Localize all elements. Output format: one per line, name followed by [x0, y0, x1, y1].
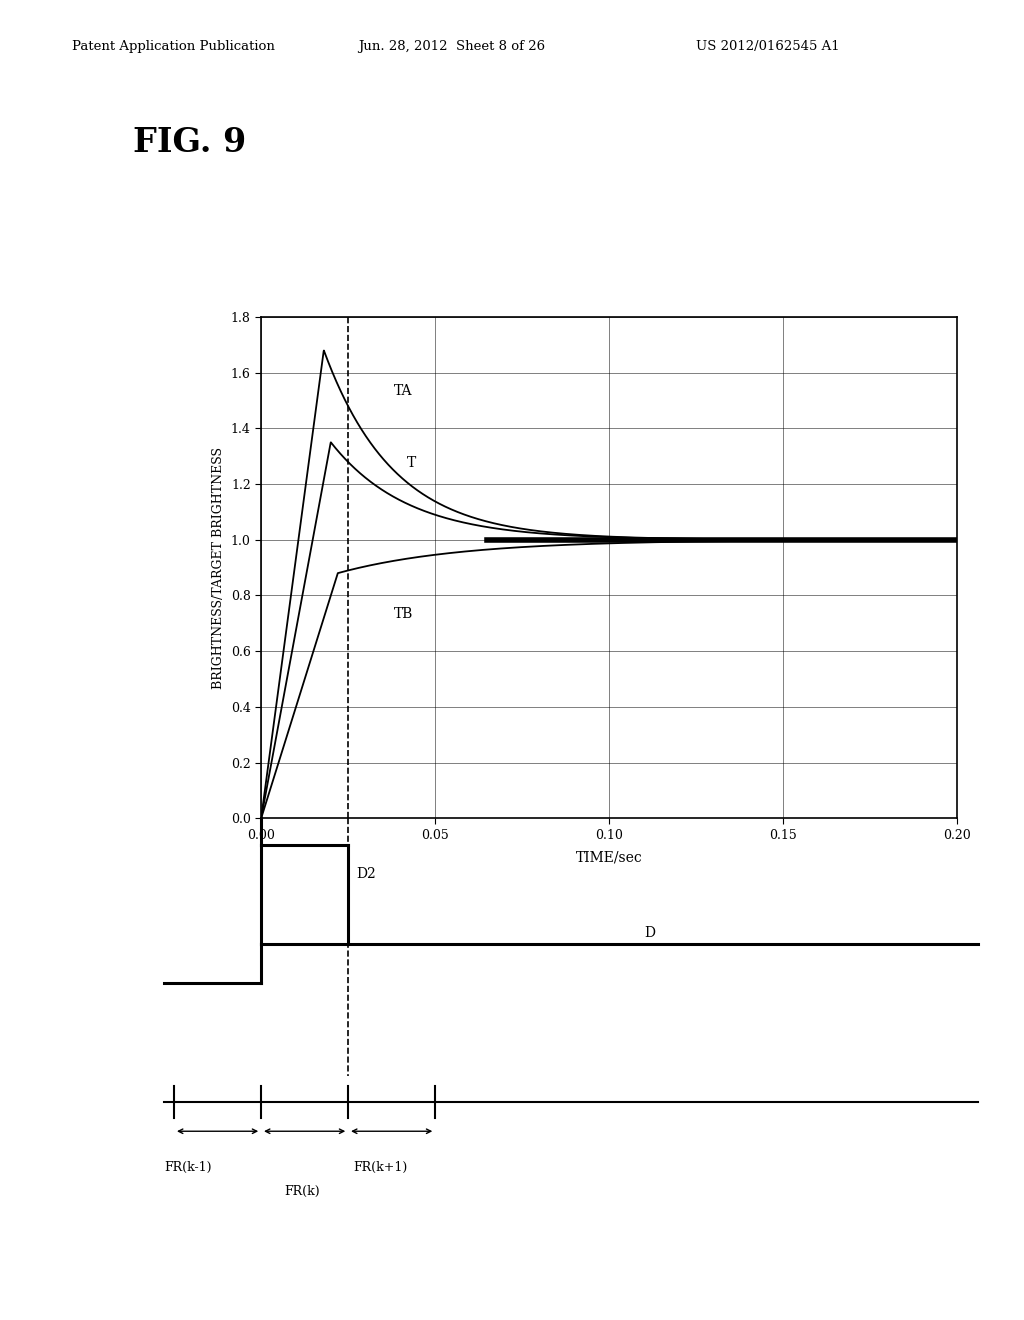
Text: D2: D2: [356, 867, 376, 880]
Text: TB: TB: [393, 607, 413, 620]
Text: FR(k): FR(k): [284, 1184, 319, 1197]
Text: FR(k-1): FR(k-1): [164, 1160, 211, 1173]
Text: D: D: [644, 927, 655, 940]
Y-axis label: BRIGHTNESS/TARGET BRIGHTNESS: BRIGHTNESS/TARGET BRIGHTNESS: [212, 446, 225, 689]
Text: Patent Application Publication: Patent Application Publication: [72, 40, 274, 53]
Text: FIG. 9: FIG. 9: [133, 125, 247, 158]
Text: Jun. 28, 2012  Sheet 8 of 26: Jun. 28, 2012 Sheet 8 of 26: [358, 40, 546, 53]
Text: FR(k+1): FR(k+1): [353, 1160, 408, 1173]
Text: US 2012/0162545 A1: US 2012/0162545 A1: [696, 40, 840, 53]
X-axis label: TIME/sec: TIME/sec: [575, 850, 643, 865]
Text: TA: TA: [393, 384, 412, 397]
Text: T: T: [408, 457, 417, 470]
